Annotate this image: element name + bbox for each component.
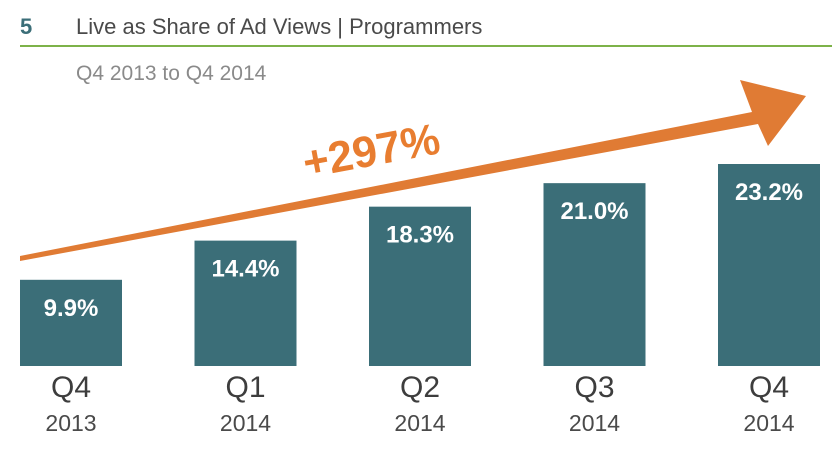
chart-subtitle: Q4 2013 to Q4 2014 — [76, 62, 267, 85]
bar-1 — [20, 279, 122, 366]
quarter-tick-label: Q4 — [51, 371, 91, 404]
growth-label: +297% — [299, 114, 444, 187]
year-tick-label: 2014 — [394, 410, 445, 436]
year-tick-label: 2013 — [45, 410, 96, 436]
chart-title: Live as Share of Ad Views | Programmers — [76, 14, 483, 39]
bar-value-label: 14.4% — [211, 256, 279, 283]
quarter-tick-label: Q1 — [225, 371, 265, 404]
quarter-tick-label: Q2 — [400, 371, 440, 404]
year-tick-label: 2014 — [220, 410, 271, 436]
bar-value-label: 21.0% — [560, 198, 628, 225]
title-divider — [20, 45, 832, 47]
bar-4 — [543, 183, 646, 366]
year-tick-label: 2014 — [743, 410, 794, 436]
bar-3 — [369, 206, 471, 366]
quarter-tick-label: Q4 — [749, 371, 789, 404]
growth-arrow — [20, 80, 806, 261]
bar-value-label: 23.2% — [735, 179, 803, 206]
quarter-tick-label: Q3 — [574, 371, 614, 404]
section-number: 5 — [20, 14, 33, 39]
bar-value-label: 9.9% — [44, 295, 99, 322]
bar-5 — [718, 164, 820, 366]
bar-group: 9.9% Q4 2013 14.4% Q1 2014 18.3% Q2 2014 21.0% Q3 2… — [20, 164, 820, 436]
bar-value-label: 18.3% — [386, 222, 454, 249]
header: 5 Live as Share of Ad Views | Programmer… — [0, 0, 835, 85]
year-tick-label: 2014 — [569, 410, 620, 436]
bar-2 — [194, 240, 297, 366]
